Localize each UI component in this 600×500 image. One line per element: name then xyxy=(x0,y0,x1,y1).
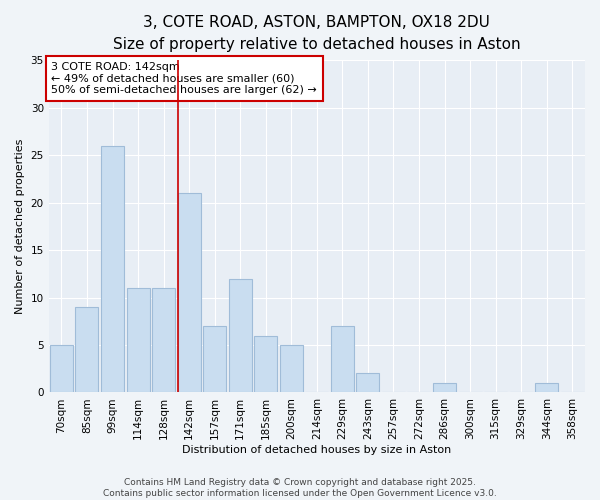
Y-axis label: Number of detached properties: Number of detached properties xyxy=(15,138,25,314)
Bar xyxy=(50,345,73,393)
Bar xyxy=(101,146,124,392)
Bar xyxy=(152,288,175,393)
Bar xyxy=(178,193,200,392)
Bar xyxy=(331,326,354,392)
Title: 3, COTE ROAD, ASTON, BAMPTON, OX18 2DU
Size of property relative to detached hou: 3, COTE ROAD, ASTON, BAMPTON, OX18 2DU S… xyxy=(113,15,521,52)
Text: Contains HM Land Registry data © Crown copyright and database right 2025.
Contai: Contains HM Land Registry data © Crown c… xyxy=(103,478,497,498)
Bar xyxy=(280,345,303,393)
Bar xyxy=(433,383,456,392)
Bar xyxy=(203,326,226,392)
Bar xyxy=(229,278,252,392)
X-axis label: Distribution of detached houses by size in Aston: Distribution of detached houses by size … xyxy=(182,445,451,455)
Bar xyxy=(127,288,149,393)
Text: 3 COTE ROAD: 142sqm
← 49% of detached houses are smaller (60)
50% of semi-detach: 3 COTE ROAD: 142sqm ← 49% of detached ho… xyxy=(52,62,317,95)
Bar xyxy=(356,374,379,392)
Bar xyxy=(535,383,558,392)
Bar xyxy=(254,336,277,392)
Bar xyxy=(76,307,98,392)
